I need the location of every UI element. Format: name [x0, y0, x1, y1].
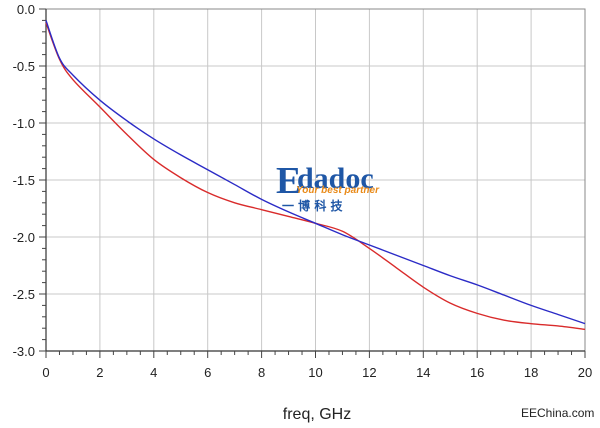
y-axis-ticks: 0.0 -0.5 -1.0 -1.5 -2.0 -2.5 -3.0	[13, 2, 46, 359]
watermark-logo-e: E	[276, 160, 301, 202]
edadoc-watermark: E dadoc Your best partner 一 博 科 技	[276, 160, 380, 213]
x-axis-ticks: 0 2 4 6 8 10 12 14 16 18 20	[42, 351, 592, 380]
x-tick-label: 14	[416, 365, 430, 380]
y-tick-label: -2.0	[13, 230, 35, 245]
x-tick-label: 20	[578, 365, 592, 380]
y-tick-label: -1.0	[13, 116, 35, 131]
x-tick-label: 10	[308, 365, 322, 380]
x-axis-label: freq, GHz	[283, 406, 351, 423]
y-tick-label: -1.5	[13, 173, 35, 188]
x-tick-label: 16	[470, 365, 484, 380]
x-tick-label: 18	[524, 365, 538, 380]
x-tick-label: 12	[362, 365, 376, 380]
x-tick-label: 2	[96, 365, 103, 380]
series-line-2	[45, 20, 586, 325]
series-lines	[45, 20, 586, 331]
x-tick-label: 4	[150, 365, 157, 380]
x-tick-label: 6	[204, 365, 211, 380]
x-tick-label: 0	[42, 365, 49, 380]
source-credit: EEChina.com	[521, 406, 594, 420]
x-tick-label: 8	[258, 365, 265, 380]
y-tick-label: -0.5	[13, 59, 35, 74]
watermark-tagline: Your best partner	[296, 185, 380, 196]
watermark-chinese: 一 博 科 技	[282, 198, 344, 213]
series-line-1	[45, 22, 586, 331]
y-tick-label: -3.0	[13, 344, 35, 359]
y-tick-label: -2.5	[13, 287, 35, 302]
watermark-logo-text: dadoc	[297, 162, 374, 195]
y-tick-label: 0.0	[17, 2, 35, 17]
